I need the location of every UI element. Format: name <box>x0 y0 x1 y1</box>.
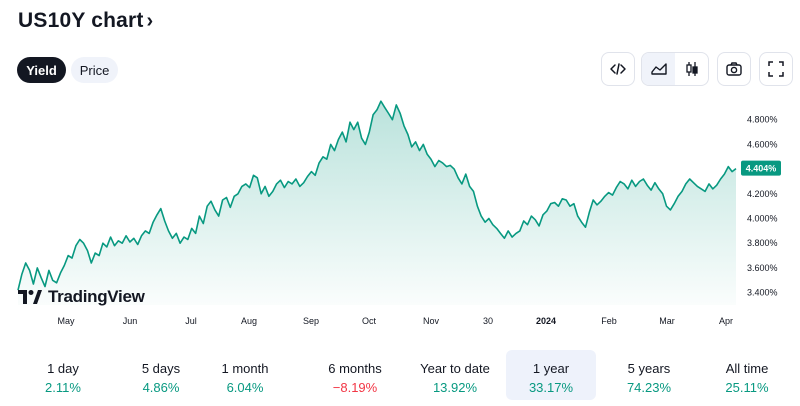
chart-title-link[interactable]: US10Y chart › <box>18 9 153 33</box>
period-label: All time <box>725 361 769 376</box>
x-tick-label: Nov <box>423 316 440 326</box>
candle-style-button[interactable] <box>675 53 708 85</box>
period-1-year[interactable]: 1 year 33.17% <box>506 350 596 400</box>
fullscreen-button[interactable] <box>759 52 793 86</box>
x-tick-label: Apr <box>719 316 733 326</box>
period-year-to-date[interactable]: Year to date 13.92% <box>410 350 500 400</box>
yield-area-chart[interactable]: 4.800%4.600%4.400%4.200%4.000%3.800%3.60… <box>0 95 800 335</box>
chart-area[interactable]: 4.800%4.600%4.400%4.200%4.000%3.800%3.60… <box>0 95 800 335</box>
x-tick-label: 30 <box>483 316 493 326</box>
series-line <box>17 100 737 291</box>
y-tick-label: 4.000% <box>747 214 778 224</box>
tradingview-logo: TradingView <box>18 287 145 307</box>
series-area-fill <box>18 101 736 305</box>
y-tick-label: 4.200% <box>747 189 778 199</box>
y-tick-label: 3.400% <box>747 288 778 298</box>
x-tick-label: Mar <box>659 316 675 326</box>
performance-periods: 1 day 2.11% 5 days 4.86% 1 month 6.04% 6 month… <box>0 350 800 400</box>
period-label: Year to date <box>420 361 490 376</box>
period-change-value: 6.04% <box>226 380 264 395</box>
period-change-value: 25.11% <box>725 380 769 395</box>
x-tick-label: Feb <box>601 316 617 326</box>
period-label: 6 months <box>328 361 382 376</box>
period-6-months[interactable]: 6 months −8.19% <box>310 350 400 400</box>
period-change-value: 13.92% <box>432 380 478 395</box>
period-change-value: 4.86% <box>142 380 180 395</box>
period-1-day[interactable]: 1 day 2.11% <box>18 350 108 400</box>
y-tick-label: 4.800% <box>747 115 778 125</box>
y-tick-label: 3.600% <box>747 263 778 273</box>
y-tick-label: 4.600% <box>747 139 778 149</box>
period-5-years[interactable]: 5 years 74.23% <box>604 350 694 400</box>
candlestick-icon <box>685 62 698 76</box>
code-icon <box>610 63 626 75</box>
area-style-button[interactable] <box>642 53 675 85</box>
y-tick-label: 3.800% <box>747 238 778 248</box>
price-toggle-button[interactable]: Price <box>71 57 118 83</box>
camera-icon <box>726 62 742 76</box>
period-1-month[interactable]: 1 month 6.04% <box>200 350 290 400</box>
chevron-right-icon: › <box>146 9 154 32</box>
period-label: 1 month <box>221 361 269 376</box>
period-label: 1 day <box>47 361 79 376</box>
x-tick-label: 2024 <box>536 316 556 326</box>
period-all-time[interactable]: All time 25.11% <box>702 350 792 400</box>
period-5-days[interactable]: 5 days 4.86% <box>116 350 206 400</box>
snapshot-button[interactable] <box>717 52 751 86</box>
page-title: US10Y chart <box>18 9 144 32</box>
x-tick-label: Jun <box>123 316 138 326</box>
period-change-value: 74.23% <box>626 380 672 395</box>
embed-button[interactable] <box>601 52 635 86</box>
x-tick-label: Oct <box>362 316 377 326</box>
fullscreen-icon <box>768 61 784 77</box>
period-change-value: 2.11% <box>45 380 81 395</box>
last-value-label: 4.404% <box>746 164 777 174</box>
x-tick-label: May <box>57 316 75 326</box>
period-change-value: 33.17% <box>528 380 574 395</box>
tradingview-logo-icon <box>18 290 42 304</box>
period-label: 5 days <box>141 361 181 376</box>
area-chart-icon <box>650 63 667 75</box>
x-tick-label: Aug <box>241 316 257 326</box>
x-tick-label: Sep <box>303 316 319 326</box>
x-tick-label: Jul <box>185 316 197 326</box>
yield-toggle-button[interactable]: Yield <box>17 57 66 83</box>
last-value-badge <box>741 160 781 176</box>
period-change-value: −8.19% <box>332 380 378 395</box>
chart-style-group <box>641 52 709 86</box>
period-label: 1 year <box>532 361 570 376</box>
period-label: 5 years <box>627 361 671 376</box>
tradingview-wordmark: TradingView <box>48 287 145 306</box>
